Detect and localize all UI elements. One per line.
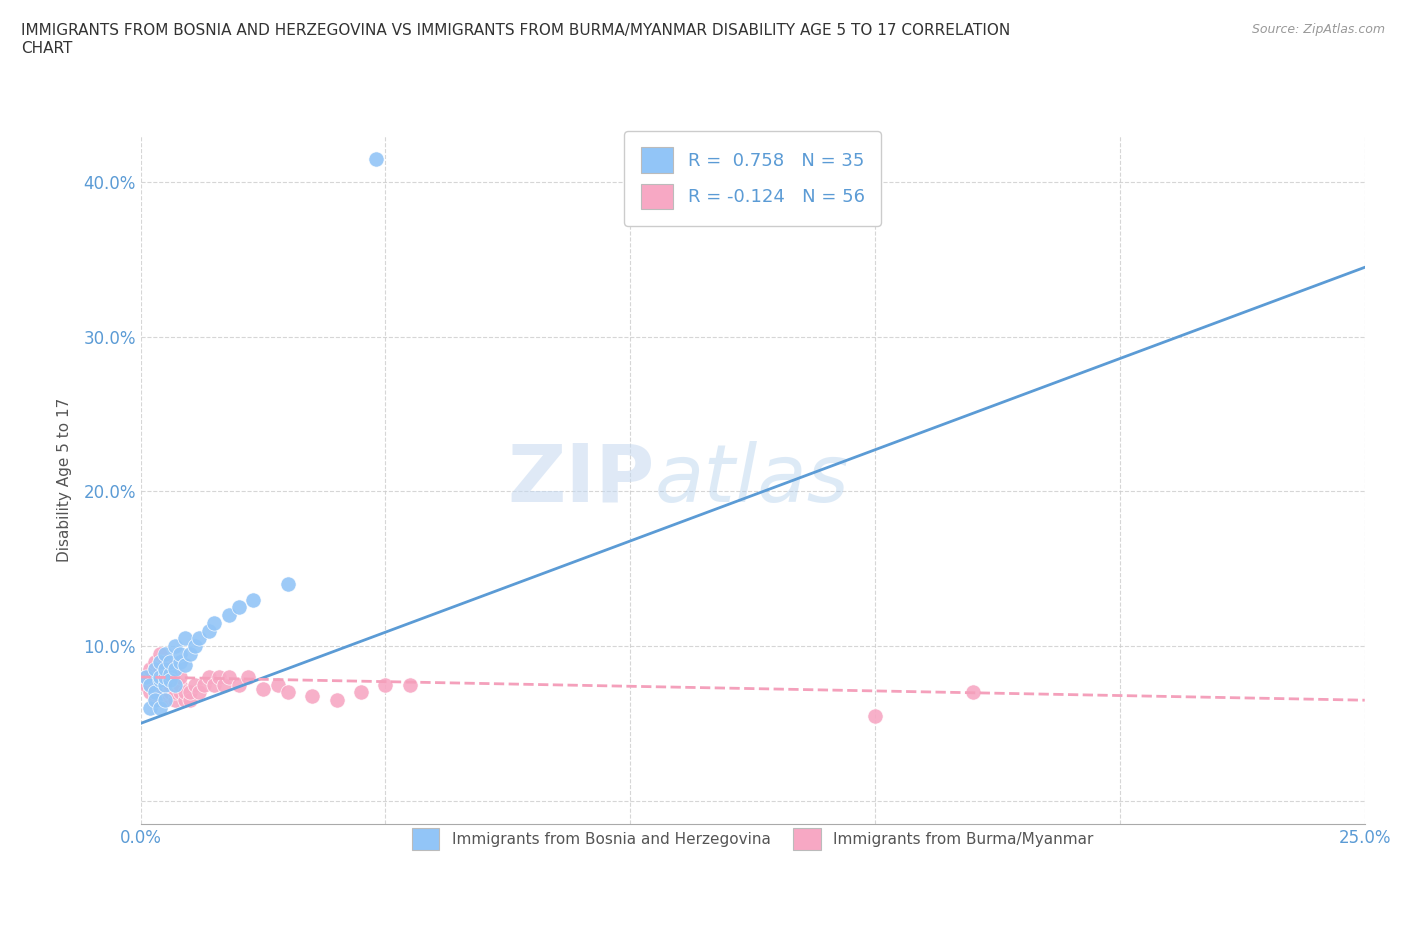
Point bbox=[218, 670, 240, 684]
Point bbox=[149, 654, 172, 669]
Point bbox=[149, 670, 172, 684]
Point bbox=[143, 677, 166, 692]
Point bbox=[228, 600, 250, 615]
Point bbox=[179, 646, 201, 661]
Point bbox=[143, 670, 166, 684]
Point bbox=[153, 670, 176, 684]
Point bbox=[173, 693, 195, 708]
Point bbox=[159, 685, 181, 700]
Point bbox=[169, 654, 191, 669]
Point bbox=[238, 670, 260, 684]
Text: Source: ZipAtlas.com: Source: ZipAtlas.com bbox=[1251, 23, 1385, 36]
Point bbox=[183, 677, 205, 692]
Point bbox=[863, 709, 886, 724]
Point bbox=[139, 677, 162, 692]
Point bbox=[198, 670, 221, 684]
Point bbox=[198, 623, 221, 638]
Legend: Immigrants from Bosnia and Herzegovina, Immigrants from Burma/Myanmar: Immigrants from Bosnia and Herzegovina, … bbox=[405, 820, 1101, 857]
Point bbox=[153, 677, 176, 692]
Point bbox=[202, 677, 225, 692]
Point bbox=[135, 670, 157, 684]
Point bbox=[139, 677, 162, 692]
Point bbox=[188, 685, 211, 700]
Point bbox=[228, 677, 250, 692]
Point bbox=[159, 677, 181, 692]
Point bbox=[149, 677, 172, 692]
Text: IMMIGRANTS FROM BOSNIA AND HERZEGOVINA VS IMMIGRANTS FROM BURMA/MYANMAR DISABILI: IMMIGRANTS FROM BOSNIA AND HERZEGOVINA V… bbox=[21, 23, 1011, 56]
Point bbox=[149, 646, 172, 661]
Point bbox=[159, 667, 181, 682]
Point bbox=[267, 677, 290, 692]
Point bbox=[149, 685, 172, 700]
Point bbox=[277, 577, 299, 591]
Point bbox=[153, 646, 176, 661]
Point bbox=[149, 654, 172, 669]
Point bbox=[163, 677, 186, 692]
Point bbox=[173, 631, 195, 645]
Point bbox=[179, 693, 201, 708]
Point bbox=[277, 685, 299, 700]
Point bbox=[169, 670, 191, 684]
Point bbox=[163, 639, 186, 654]
Point bbox=[139, 662, 162, 677]
Point bbox=[325, 693, 347, 708]
Point bbox=[135, 677, 157, 692]
Point bbox=[153, 693, 176, 708]
Point bbox=[143, 662, 166, 677]
Point bbox=[153, 685, 176, 700]
Point bbox=[188, 631, 211, 645]
Y-axis label: Disability Age 5 to 17: Disability Age 5 to 17 bbox=[58, 398, 72, 562]
Point bbox=[139, 685, 162, 700]
Point bbox=[153, 677, 176, 692]
Point bbox=[169, 685, 191, 700]
Point bbox=[173, 658, 195, 672]
Point bbox=[163, 662, 186, 677]
Point bbox=[374, 677, 396, 692]
Point bbox=[143, 693, 166, 708]
Point bbox=[193, 677, 215, 692]
Point bbox=[149, 670, 172, 684]
Point bbox=[149, 700, 172, 715]
Text: ZIP: ZIP bbox=[508, 441, 655, 519]
Point bbox=[139, 670, 162, 684]
Point bbox=[252, 682, 274, 697]
Point bbox=[202, 616, 225, 631]
Point bbox=[364, 152, 387, 166]
Point bbox=[135, 670, 157, 684]
Point bbox=[163, 677, 186, 692]
Point bbox=[183, 639, 205, 654]
Point bbox=[139, 700, 162, 715]
Point bbox=[149, 672, 172, 687]
Point bbox=[301, 688, 323, 703]
Point bbox=[350, 685, 373, 700]
Point bbox=[159, 654, 181, 669]
Point bbox=[962, 685, 984, 700]
Point bbox=[208, 670, 231, 684]
Text: atlas: atlas bbox=[655, 441, 849, 519]
Point bbox=[179, 685, 201, 700]
Point bbox=[242, 592, 264, 607]
Point bbox=[173, 685, 195, 700]
Point bbox=[153, 654, 176, 669]
Point bbox=[159, 672, 181, 687]
Point bbox=[159, 670, 181, 684]
Point bbox=[169, 677, 191, 692]
Point bbox=[163, 693, 186, 708]
Point bbox=[218, 607, 240, 622]
Point bbox=[143, 662, 166, 677]
Point bbox=[153, 662, 176, 677]
Point bbox=[149, 662, 172, 677]
Point bbox=[143, 685, 166, 700]
Point bbox=[153, 662, 176, 677]
Point bbox=[153, 670, 176, 684]
Point bbox=[212, 677, 235, 692]
Point bbox=[399, 677, 422, 692]
Point bbox=[143, 654, 166, 669]
Point bbox=[143, 693, 166, 708]
Point bbox=[163, 685, 186, 700]
Point bbox=[153, 693, 176, 708]
Point bbox=[169, 646, 191, 661]
